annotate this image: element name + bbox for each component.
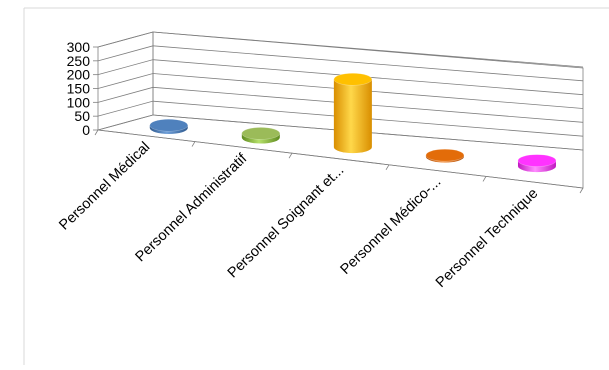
gridline [97,45,584,82]
y-tick-label: 200 [67,67,91,83]
x-tick-label: Personnel Technique [433,186,541,291]
x-tick-mark [385,164,390,171]
bar-2 [241,127,281,144]
gridline [97,31,584,68]
gridline [97,86,584,123]
y-tick-label: 150 [67,81,91,97]
x-tick-mark [482,176,487,182]
y-tick-label: 0 [82,122,90,138]
cylinder-top [149,118,189,132]
y-tick-label: 300 [67,39,91,55]
cylinder-top [517,154,557,167]
y-tick-label: 100 [67,94,91,110]
x-tick-label: Personnel Soignant et... [225,162,347,281]
x-axis-tick-marks [94,129,584,194]
floor-front-edge [97,129,584,189]
bar-5 [517,154,557,173]
gridlines [97,31,584,137]
bar-3 [333,72,373,154]
gridline [97,59,584,96]
cylinder-top [425,148,465,162]
cylinder-bars [149,72,557,173]
cylinder-body [333,79,372,154]
cylinder-top [241,127,281,140]
gridline [97,100,584,137]
x-tick-label: Personnel Administratif [132,150,250,265]
x-tick-mark [288,152,293,159]
x-tick-label: Personnel Médical [56,139,153,233]
bar-1 [149,118,189,135]
x-tick-mark [191,141,196,147]
cylinder-top [333,72,373,86]
y-tick-label: 50 [74,108,90,124]
x-tick-mark [579,187,584,194]
bar-4 [425,148,465,163]
y-tick-label: 250 [67,53,91,69]
gridline [97,73,584,109]
x-tick-mark [94,129,99,136]
x-tick-label: Personnel Médico-... [338,174,445,278]
